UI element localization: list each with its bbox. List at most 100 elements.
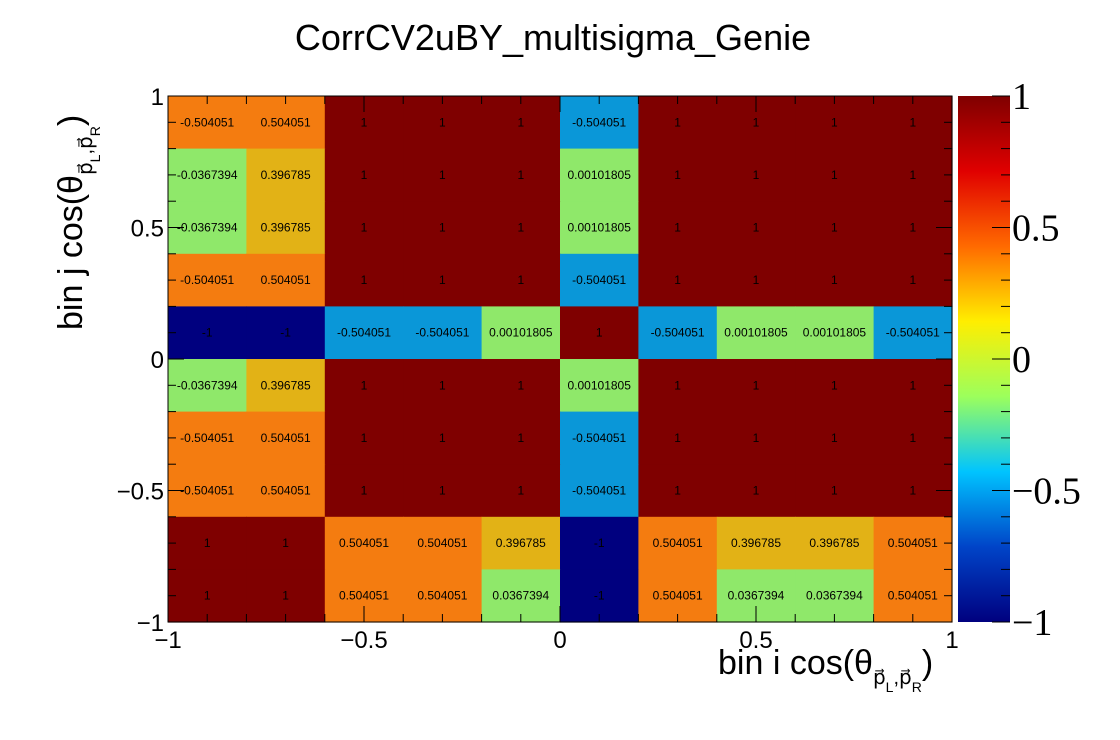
heatmap-cell — [246, 516, 326, 570]
heatmap-cell — [324, 464, 404, 518]
heatmap-cell — [324, 201, 404, 255]
cell-value-label: 0.0367394 — [728, 589, 785, 603]
cell-value-label: 1 — [517, 221, 524, 235]
cell-value-label: 1 — [674, 221, 681, 235]
colorbar-tick-label: −0.5 — [1012, 471, 1081, 513]
heatmap-cell — [324, 516, 404, 570]
heatmap-cell — [403, 569, 483, 623]
heatmap-cell — [168, 96, 247, 150]
cell-value-label: 1 — [909, 221, 916, 235]
cell-value-label: 0.00101805 — [567, 168, 631, 182]
heatmap-cell — [324, 306, 404, 360]
heatmap-cell — [168, 411, 247, 465]
heatmap-cell — [324, 253, 404, 307]
cell-value-label: 0.504051 — [261, 273, 311, 287]
heatmap-cell — [795, 148, 875, 202]
cell-value-label: 1 — [439, 378, 446, 392]
heatmap-cell — [481, 411, 561, 465]
cell-value-label: 1 — [361, 168, 368, 182]
cell-value-label: 0.504051 — [261, 115, 311, 129]
heatmap-cell — [246, 201, 326, 255]
cell-value-label: -0.504051 — [886, 326, 940, 340]
cell-value-label: 0.396785 — [496, 536, 546, 550]
cell-value-label: 1 — [753, 484, 760, 498]
heatmap-cell — [168, 253, 247, 307]
cell-value-label: 0.396785 — [261, 221, 311, 235]
heatmap-cell — [246, 464, 326, 518]
colorbar-tick-label: −1 — [1012, 602, 1052, 644]
cell-value-label: 0.00101805 — [489, 326, 553, 340]
cell-value-label: -0.504051 — [180, 484, 234, 498]
cell-value-label: 1 — [282, 536, 289, 550]
title-background — [250, 8, 870, 68]
cell-value-label: 0.0367394 — [806, 589, 863, 603]
cell-value-label: 0.00101805 — [567, 221, 631, 235]
x-tick-label: −0.5 — [340, 627, 387, 654]
cell-value-label: 1 — [753, 378, 760, 392]
heatmap-cell — [638, 569, 718, 623]
cell-value-label: 1 — [831, 168, 838, 182]
cell-value-label: 0.396785 — [731, 536, 781, 550]
cell-value-label: 1 — [596, 326, 603, 340]
cell-value-label: -1 — [594, 589, 605, 603]
heatmap-cell — [873, 96, 953, 150]
x-tick-label: 0.5 — [739, 627, 772, 654]
heatmap-cell — [560, 96, 639, 150]
y-tick-label: 0.5 — [131, 216, 164, 243]
y-tick-label: −1 — [137, 610, 164, 637]
cell-value-label: 1 — [361, 221, 368, 235]
heatmap-cell — [168, 569, 247, 623]
cell-value-label: -0.504051 — [572, 484, 626, 498]
cell-value-label: 1 — [204, 536, 211, 550]
cell-value-label: -0.504051 — [651, 326, 705, 340]
cell-value-label: 1 — [517, 484, 524, 498]
heatmap-cell — [324, 148, 404, 202]
cell-value-label: 0.504051 — [888, 536, 938, 550]
heatmap-cell — [403, 148, 483, 202]
heatmap-cell — [638, 464, 718, 518]
heatmap-cell — [403, 464, 483, 518]
cell-value-label: 1 — [753, 273, 760, 287]
cell-value-label: 0.396785 — [261, 168, 311, 182]
cell-value-label: 1 — [517, 431, 524, 445]
cell-value-label: 1 — [674, 168, 681, 182]
heatmap-cell — [168, 306, 247, 360]
cell-value-label: 1 — [753, 221, 760, 235]
y-tick-label: −0.5 — [117, 479, 164, 506]
cell-value-label: 0.504051 — [417, 589, 467, 603]
heatmap-cell — [403, 306, 483, 360]
cell-value-label: -0.0367394 — [177, 168, 238, 182]
chart-title: CorrCV2uBY_multisigma_Genie — [295, 17, 811, 58]
heatmap-cell — [873, 411, 953, 465]
cell-value-label: 1 — [909, 378, 916, 392]
heatmap-cell — [638, 253, 718, 307]
heatmap-cell-labels: -0.504051 0.504051 1 1 1 -0.504051 1 1 1 1 -0.0367… — [177, 115, 940, 602]
heatmap-cell — [873, 359, 953, 413]
cell-value-label: 1 — [831, 431, 838, 445]
heatmap-cell — [638, 516, 718, 570]
colorbar-ticks: 1 0.5 0 −0.5 −1 — [992, 76, 1081, 644]
cell-value-label: 1 — [282, 589, 289, 603]
cell-value-label: 1 — [204, 589, 211, 603]
heatmap-cell — [560, 516, 639, 570]
heatmap-cell — [560, 253, 639, 307]
heatmap-cell — [403, 411, 483, 465]
cell-value-label: -0.504051 — [180, 431, 234, 445]
cell-value-label: 1 — [909, 431, 916, 445]
heatmap-cell — [795, 464, 875, 518]
cell-value-label: 1 — [831, 378, 838, 392]
cell-value-label: 1 — [674, 378, 681, 392]
cell-value-label: 1 — [674, 431, 681, 445]
heatmap-cell — [481, 148, 561, 202]
cell-value-label: 1 — [361, 273, 368, 287]
heatmap-cells — [168, 96, 953, 623]
cell-value-label: -0.504051 — [572, 115, 626, 129]
heatmap-cell — [324, 411, 404, 465]
cell-value-label: 1 — [831, 221, 838, 235]
cell-value-label: 1 — [753, 431, 760, 445]
cell-value-label: 0.504051 — [888, 589, 938, 603]
y-tick-label: 1 — [151, 84, 164, 111]
heatmap-cell — [638, 148, 718, 202]
heatmap-cell — [246, 253, 326, 307]
